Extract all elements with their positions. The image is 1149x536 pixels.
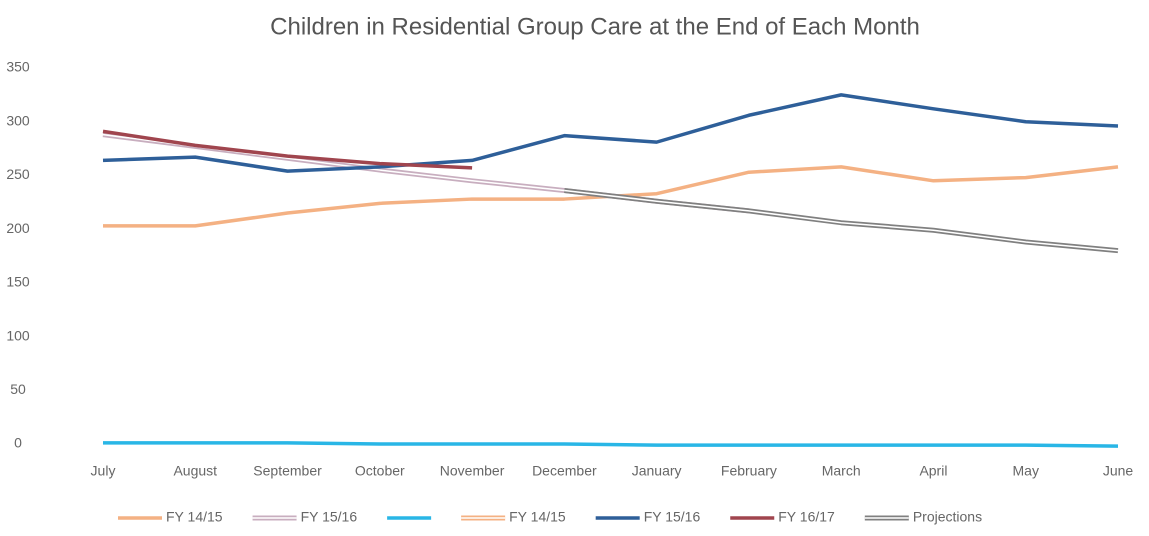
- y-tick-label: 300: [6, 112, 30, 128]
- y-tick-label: 100: [6, 327, 30, 343]
- x-tick-label: November: [440, 463, 505, 479]
- x-tick-label: May: [1013, 463, 1039, 479]
- x-tick-label: June: [1103, 463, 1134, 479]
- y-tick-label: 250: [6, 166, 30, 182]
- legend-label: FY 16/17: [778, 509, 835, 525]
- series-line: [102, 93, 1119, 173]
- series-line-inner: [564, 189, 1119, 252]
- y-tick-label: 0: [14, 435, 22, 451]
- x-tick-label: December: [532, 463, 597, 479]
- y-tick-label: 150: [6, 274, 30, 290]
- y-tick-label: 350: [6, 59, 30, 75]
- x-tick-label: January: [632, 463, 682, 479]
- series-line: [102, 129, 473, 170]
- chart-title: Children in Residential Group Care at th…: [270, 13, 920, 40]
- legend-label: FY 14/15: [166, 509, 223, 525]
- x-tick-label: October: [355, 463, 405, 479]
- series-line: [103, 441, 1119, 448]
- legend-label: Projections: [913, 509, 982, 525]
- legend-label: FY 15/16: [644, 509, 701, 525]
- y-tick-label: 200: [6, 220, 30, 236]
- x-tick-label: August: [173, 463, 217, 479]
- legend-label: FY 15/16: [301, 509, 358, 525]
- x-tick-label: April: [919, 463, 947, 479]
- x-tick-label: February: [721, 463, 777, 479]
- legend-label: FY 14/15: [509, 509, 566, 525]
- x-tick-label: March: [822, 463, 861, 479]
- x-tick-label: July: [91, 463, 116, 479]
- x-tick-label: September: [253, 463, 322, 479]
- y-tick-label: 50: [10, 381, 26, 397]
